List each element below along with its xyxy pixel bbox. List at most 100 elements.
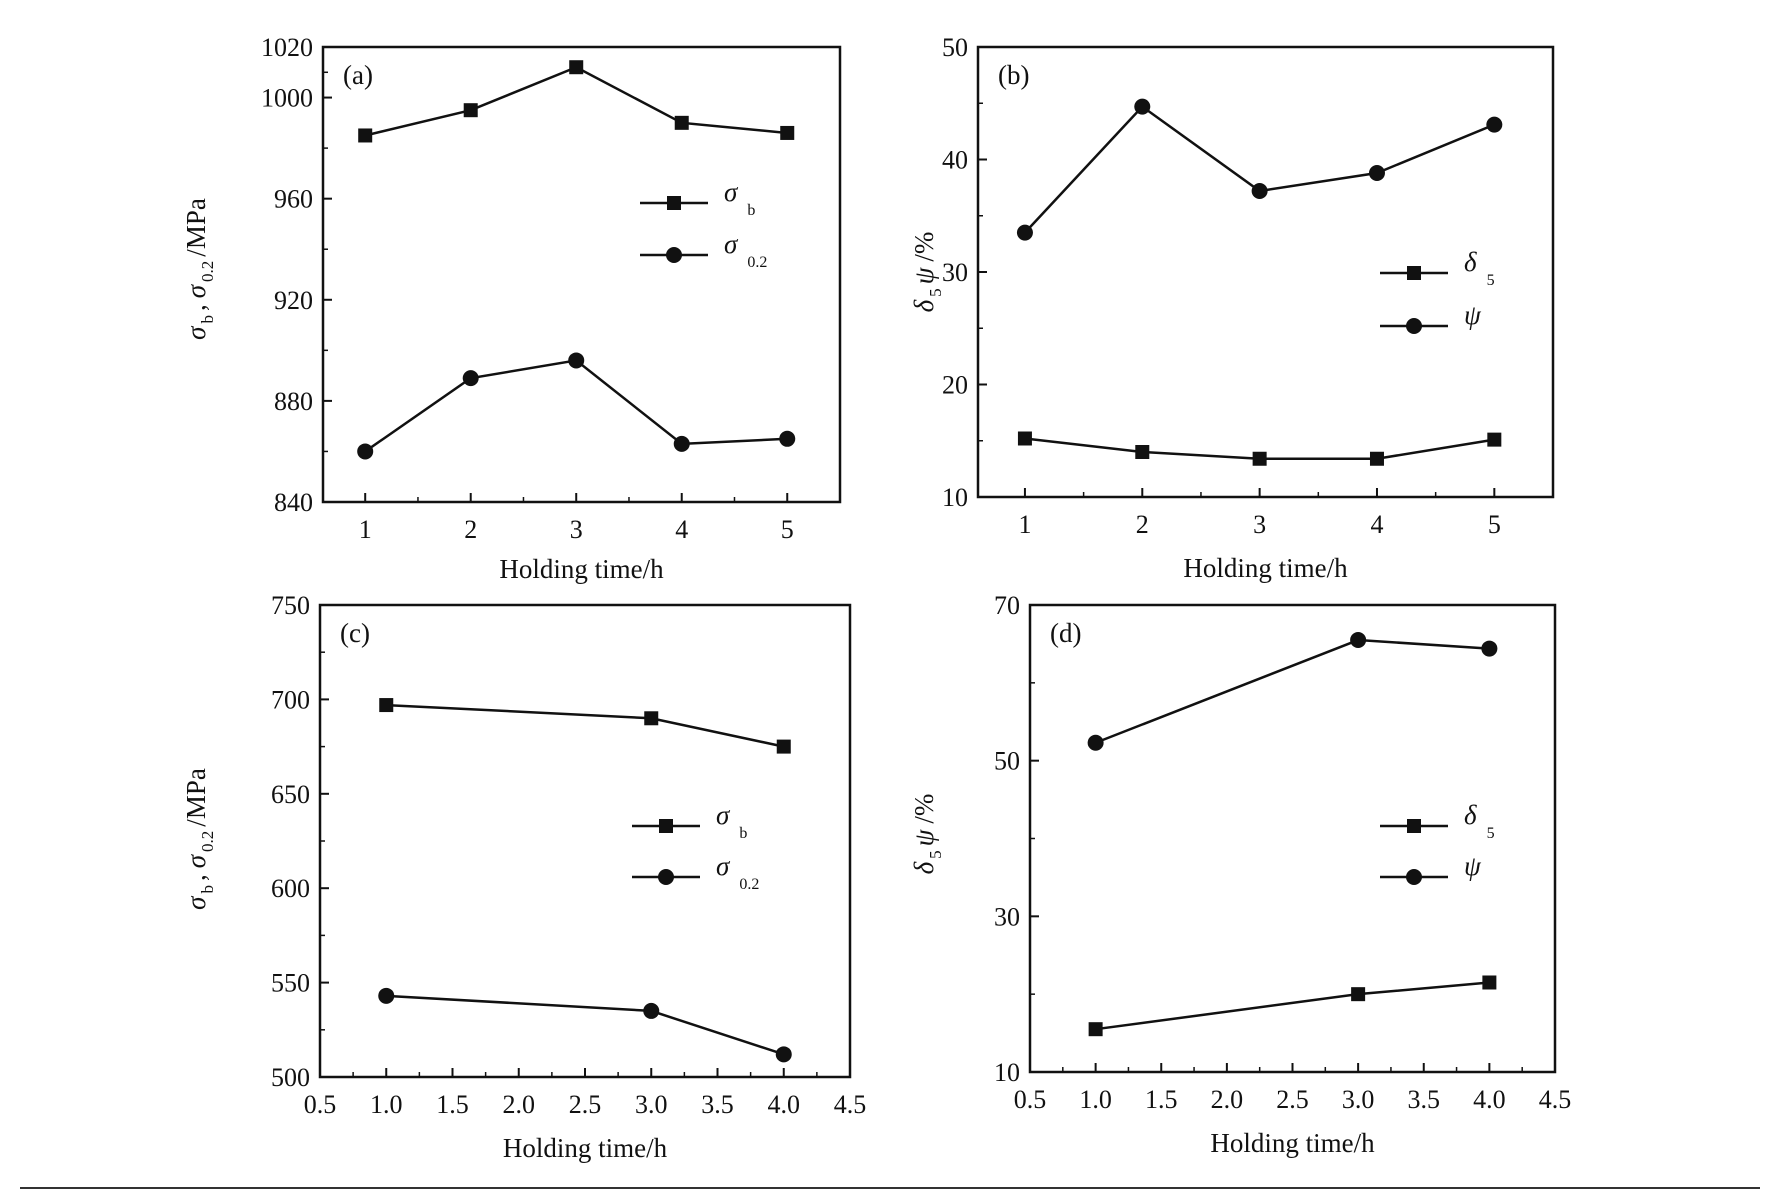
x-tick-label: 3 [1253, 510, 1266, 539]
legend-subscript: 5 [1487, 825, 1495, 842]
y-axis-label-part: b [198, 885, 217, 894]
legend-subscript: 0.2 [747, 254, 767, 271]
x-tick-label: 3.0 [1342, 1085, 1375, 1114]
data-point [643, 1002, 660, 1019]
series-line [1024, 104, 1495, 234]
y-axis-label: δ 5 ψ /% [909, 794, 945, 875]
data-point [779, 430, 796, 447]
legend-label: ψ [1464, 851, 1482, 881]
series-line [364, 359, 788, 453]
x-tick-label: 3.5 [701, 1090, 734, 1119]
data-point [357, 443, 374, 460]
legend: δ5ψ [1380, 800, 1495, 885]
y-tick-label: 1000 [261, 84, 313, 113]
y-tick-label: 600 [271, 874, 310, 903]
x-tick-label: 4.0 [1473, 1085, 1506, 1114]
legend-symbol: δ [1464, 800, 1477, 830]
legend-label: σb [724, 177, 755, 219]
y-axis-label-part: , [181, 874, 211, 881]
y-axis-label: σb,σ0.2/MPa [181, 198, 217, 340]
legend-label: σ 0.2 [724, 229, 767, 271]
legend-subscript: 0.2 [739, 876, 759, 893]
panel-label: (b) [998, 60, 1029, 90]
y-axis-label-part: ψ [909, 266, 939, 284]
legend-label: ψ [1464, 300, 1482, 330]
legend: σb σ0.2 [632, 800, 759, 893]
legend-label: σb [716, 800, 747, 842]
y-tick-label: 10 [994, 1058, 1020, 1087]
x-tick-label: 1.0 [1079, 1085, 1112, 1114]
y-tick-label: 750 [271, 591, 310, 620]
legend-label: σ 0.2 [716, 851, 759, 893]
y-axis-label: σb,σ0.2/MPa [181, 768, 217, 910]
panel-label: (a) [343, 60, 373, 90]
y-axis-label-part: 5 [926, 850, 945, 859]
data-point [644, 711, 659, 726]
legend: δ5 ψ [1380, 247, 1495, 334]
legend-symbol: δ [1464, 247, 1477, 277]
y-axis-label-part: δ [909, 861, 939, 874]
data-point [1368, 165, 1385, 181]
y-axis-label-part: 0.2 [198, 831, 217, 852]
data-point [674, 115, 689, 130]
data-point [776, 739, 791, 754]
data-point [569, 60, 584, 75]
x-axis-label: Holding time/h [1210, 1128, 1375, 1158]
legend-label: δ5 [1464, 800, 1495, 842]
y-axis-label-part: σ [181, 895, 211, 910]
y-axis-label-part: , [181, 304, 211, 311]
x-tick-label: 2 [1136, 510, 1149, 539]
data-point [673, 435, 690, 452]
x-tick-label: 4.0 [768, 1090, 801, 1119]
series-line [1095, 638, 1490, 744]
x-tick-label: 2.5 [569, 1090, 602, 1119]
data-point [1481, 640, 1498, 657]
x-tick-label: 5 [781, 515, 794, 544]
series-2 [1087, 632, 1498, 751]
chart-panel-4: 0.5 1.0 1.5 2.0 2.5 3.0 3.5 4.0 4.5 10 30 50 70 (d) Ho… [909, 591, 1571, 1158]
x-tick-label: 1.5 [1145, 1085, 1178, 1114]
data-point [1135, 445, 1150, 459]
series-1 [1088, 975, 1497, 1037]
x-tick-label: 2 [464, 515, 477, 544]
plot-frame [321, 45, 842, 504]
chart-panel-3: 0.5 1.0 1.5 2.0 2.5 3.0 3.5 4.0 4.5 500 550 600 650 7… [181, 591, 866, 1163]
y-axis-label-part: b [198, 315, 217, 324]
y-axis-label-part: 0.2 [198, 261, 217, 282]
y-tick-label: 40 [942, 146, 968, 175]
y-tick-label: 10 [942, 483, 968, 512]
data-point [1088, 1022, 1103, 1037]
y-axis-label-part: 5 [926, 288, 945, 297]
x-tick-label: 4.5 [834, 1090, 867, 1119]
y-tick-label: 500 [271, 1063, 310, 1092]
legend-marker [1406, 318, 1422, 334]
series-2 [378, 987, 792, 1063]
data-point [1369, 451, 1384, 466]
y-tick-label: 550 [271, 969, 310, 998]
x-tick-label: 2.0 [503, 1090, 536, 1119]
y-axis-label-part: /% [909, 794, 939, 824]
data-point [780, 125, 795, 140]
data-point [463, 103, 478, 118]
y-axis-label-part: σ [181, 853, 211, 868]
legend-marker [1406, 869, 1422, 885]
data-point [1134, 98, 1151, 115]
x-tick-label: 5 [1488, 510, 1501, 539]
series-1 [358, 60, 795, 143]
y-tick-label: 50 [994, 747, 1020, 776]
y-axis-label-part: /% [909, 232, 939, 262]
legend-label: δ5 [1464, 247, 1495, 289]
data-point [1251, 183, 1268, 199]
series-2 [1016, 98, 1503, 241]
y-axis-label-part: σ [181, 325, 211, 340]
x-axis-label: Holding time/h [499, 554, 664, 584]
legend-subscript: b [747, 202, 755, 219]
x-tick-label: 1.0 [370, 1090, 403, 1119]
data-point [1487, 432, 1502, 447]
series-line [1095, 981, 1490, 1031]
y-tick-label: 50 [942, 33, 968, 62]
legend-subscript: b [739, 825, 747, 842]
y-tick-label: 840 [274, 488, 313, 517]
y-axis-label-part: /MPa [181, 768, 211, 827]
